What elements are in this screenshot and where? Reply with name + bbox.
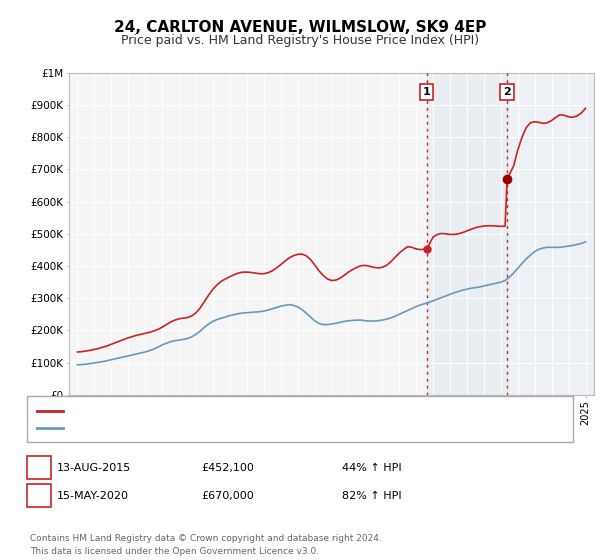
- Text: 1: 1: [35, 463, 43, 473]
- Text: HPI: Average price, detached house, Cheshire East: HPI: Average price, detached house, Ches…: [70, 423, 335, 433]
- Bar: [427, 73, 507, 395]
- Text: Price paid vs. HM Land Registry's House Price Index (HPI): Price paid vs. HM Land Registry's House …: [121, 34, 479, 46]
- Bar: [507, 73, 594, 395]
- Text: Contains HM Land Registry data © Crown copyright and database right 2024.
This d: Contains HM Land Registry data © Crown c…: [30, 534, 382, 556]
- Text: 2: 2: [35, 491, 43, 501]
- Text: £670,000: £670,000: [201, 491, 254, 501]
- Text: 15-MAY-2020: 15-MAY-2020: [57, 491, 129, 501]
- Text: 24, CARLTON AVENUE, WILMSLOW, SK9 4EP (detached house): 24, CARLTON AVENUE, WILMSLOW, SK9 4EP (d…: [70, 405, 392, 416]
- Text: 44% ↑ HPI: 44% ↑ HPI: [342, 463, 401, 473]
- Text: 1: 1: [423, 87, 431, 97]
- Text: 13-AUG-2015: 13-AUG-2015: [57, 463, 131, 473]
- Text: 82% ↑ HPI: 82% ↑ HPI: [342, 491, 401, 501]
- Text: £452,100: £452,100: [201, 463, 254, 473]
- Text: 2: 2: [503, 87, 511, 97]
- Text: 24, CARLTON AVENUE, WILMSLOW, SK9 4EP: 24, CARLTON AVENUE, WILMSLOW, SK9 4EP: [114, 20, 486, 35]
